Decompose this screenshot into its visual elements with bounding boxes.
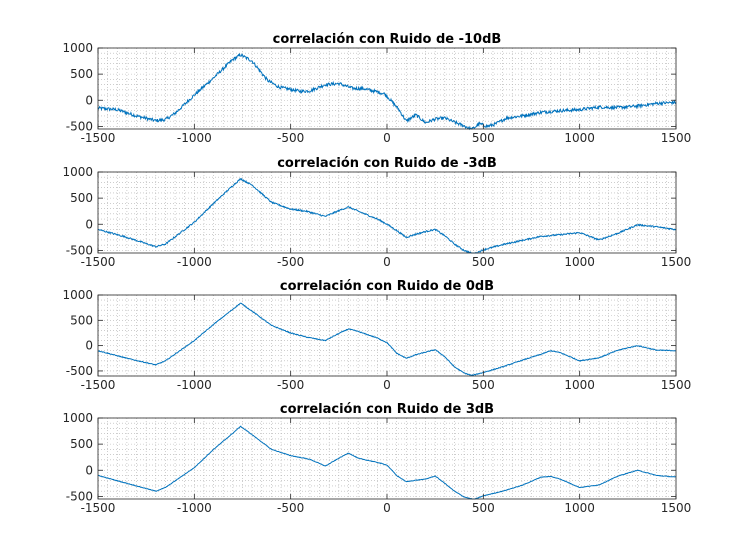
x-tick-label: 1000 — [564, 255, 595, 269]
subplot-1: -1500 -1000 -500 0 500 1000 1500 -500 0 500 1000 co… — [62, 32, 691, 145]
x-tick-label: 1500 — [661, 501, 692, 515]
y-tick-label: 1000 — [62, 41, 93, 55]
x-tick-label: 500 — [472, 255, 495, 269]
y-tick-label: 0 — [85, 217, 93, 231]
x-tick-label: 1000 — [564, 378, 595, 392]
x-tick-label: 0 — [383, 378, 391, 392]
y-tick-label: -500 — [66, 119, 93, 133]
x-tick-label: 500 — [472, 501, 495, 515]
x-tick-label: -1500 — [81, 501, 116, 515]
y-tick-label: 0 — [85, 463, 93, 477]
y-tick-label: -500 — [66, 364, 93, 378]
grid — [97, 47, 677, 129]
x-tick-label: 1500 — [661, 131, 692, 145]
x-tick-label: -1500 — [81, 378, 116, 392]
chart-title: correlación con Ruido de -10dB — [273, 32, 502, 47]
grid — [97, 417, 677, 499]
subplot-3: -1500 -1000 -500 0 500 1000 1500 -500 0 500 1000 co… — [62, 279, 691, 392]
x-tick-label: -1000 — [177, 501, 212, 515]
x-tick-label: 1500 — [661, 378, 692, 392]
y-tick-label: 1000 — [62, 411, 93, 425]
x-tick-label: 1000 — [564, 131, 595, 145]
x-tick-label: 0 — [383, 131, 391, 145]
y-tick-label: 500 — [70, 67, 93, 81]
series-line — [97, 302, 676, 377]
x-tick-label: 1000 — [564, 501, 595, 515]
chart-title: correlación con Ruido de -3dB — [277, 156, 497, 171]
x-tick-label: 0 — [383, 255, 391, 269]
x-tick-label: -1500 — [81, 255, 116, 269]
y-tick-label: 1000 — [62, 165, 93, 179]
series-line — [97, 177, 677, 254]
y-tick-label: 500 — [70, 313, 93, 327]
y-tick-label: 1000 — [62, 288, 93, 302]
x-tick-label: 500 — [472, 131, 495, 145]
x-tick-label: -500 — [277, 501, 304, 515]
series-line — [97, 52, 677, 131]
y-tick-label: 0 — [85, 93, 93, 107]
x-tick-label: -500 — [277, 255, 304, 269]
subplot-4: -1500 -1000 -500 0 500 1000 1500 -500 0 500 1000 co… — [62, 402, 691, 515]
chart-title: correlación con Ruido de 0dB — [280, 279, 494, 294]
x-tick-label: 0 — [383, 501, 391, 515]
y-tick-label: -500 — [66, 489, 93, 503]
x-tick-label: -1000 — [177, 378, 212, 392]
subplot-2: -1500 -1000 -500 0 500 1000 1500 -500 0 500 1000 co… — [62, 156, 691, 269]
x-tick-label: -500 — [277, 131, 304, 145]
grid — [97, 171, 677, 253]
chart-title: correlación con Ruido de 3dB — [280, 402, 494, 417]
y-tick-label: -500 — [66, 243, 93, 257]
grid — [97, 294, 677, 377]
x-tick-label: -1500 — [81, 131, 116, 145]
series-line — [98, 425, 677, 500]
y-tick-label: 500 — [70, 437, 93, 451]
y-tick-label: 500 — [70, 191, 93, 205]
x-tick-label: -1000 — [177, 255, 212, 269]
x-tick-label: 1500 — [661, 255, 692, 269]
y-tick-label: 0 — [85, 339, 93, 353]
x-tick-label: 500 — [472, 378, 495, 392]
x-tick-label: -1000 — [177, 131, 212, 145]
x-tick-label: -500 — [277, 378, 304, 392]
